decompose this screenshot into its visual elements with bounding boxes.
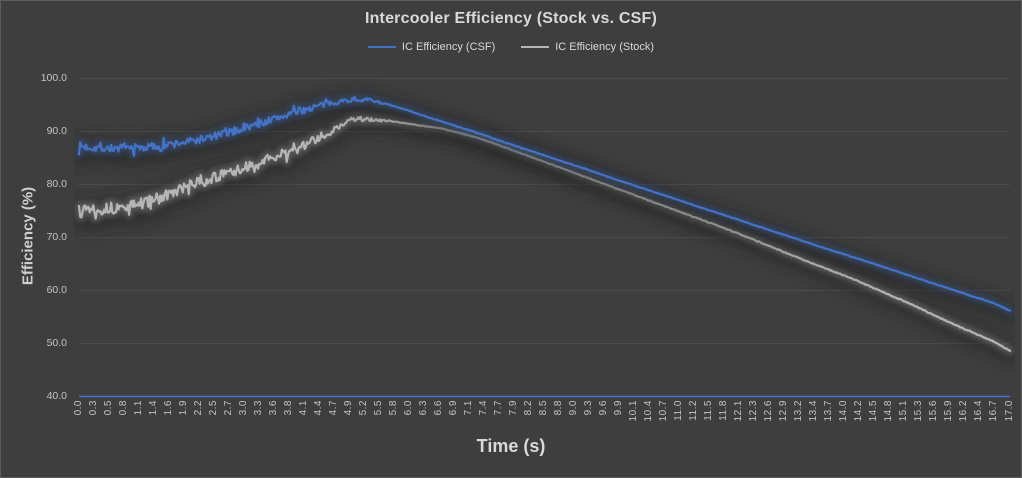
x-tick-label: 4.9 — [342, 400, 354, 416]
x-tick-label: 0.5 — [102, 400, 114, 416]
x-tick-label: 11.0 — [673, 400, 685, 421]
legend: IC Efficiency (CSF) IC Efficiency (Stock… — [1, 41, 1021, 53]
x-tick-label: 9.6 — [598, 400, 610, 416]
y-tick-label: 60.0 — [46, 284, 67, 296]
x-tick-label: 11.8 — [718, 400, 730, 421]
x-tick-label: 7.4 — [477, 400, 489, 416]
y-tick-label: 50.0 — [46, 337, 67, 349]
legend-swatch-csf-line — [367, 46, 396, 48]
x-tick-label: 7.7 — [492, 400, 504, 416]
x-tick-label: 3.0 — [237, 400, 249, 416]
x-tick-label: 4.4 — [312, 400, 324, 416]
x-tick-label: 6.9 — [447, 400, 459, 416]
x-tick-label: 17.0 — [1003, 400, 1015, 422]
x-tick-label: 1.6 — [162, 400, 174, 416]
x-tick-label: 6.3 — [417, 400, 429, 416]
x-tick-label: 8.5 — [538, 400, 549, 416]
legend-item-csf[interactable]: IC Efficiency (CSF) — [367, 41, 496, 53]
x-tick-label: 6.0 — [402, 400, 414, 416]
y-tick-label: 40.0 — [46, 390, 67, 402]
x-tick-label: 12.9 — [778, 400, 790, 422]
y-tick-label: 70.0 — [46, 231, 67, 243]
x-tick-label: 2.5 — [207, 400, 219, 416]
x-tick-label: 12.1 — [733, 400, 745, 422]
x-tick-label: 5.8 — [387, 400, 399, 416]
x-tick-label: 4.7 — [327, 400, 339, 416]
x-tick-label: 14.5 — [868, 400, 880, 422]
y-tick-label: 80.0 — [46, 178, 67, 190]
x-tick-label: 10.4 — [643, 400, 655, 422]
x-tick-label: 10.1 — [628, 400, 640, 422]
y-tick-label: 90.0 — [46, 125, 67, 137]
series-glow — [75, 93, 1014, 315]
x-tick-label: 11.5 — [703, 400, 715, 421]
x-tick-label: 8.2 — [522, 400, 534, 416]
x-tick-label: 15.1 — [898, 400, 910, 422]
chart-title: Intercooler Efficiency (Stock vs. CSF) — [364, 10, 658, 27]
x-tick-label: 13.7 — [823, 400, 835, 422]
x-tick-label: 8.8 — [553, 400, 565, 416]
x-tick-label: 1.4 — [147, 400, 159, 416]
x-tick-label: 9.0 — [568, 400, 580, 416]
x-axis-title: Time (s) — [476, 436, 546, 456]
legend-label-csf: IC Efficiency (CSF) — [401, 41, 496, 53]
x-tick-label: 13.2 — [793, 400, 805, 422]
x-tick-label: 15.6 — [928, 400, 940, 422]
x-tick-label: 6.6 — [432, 400, 444, 416]
legend-swatch-stock-line — [521, 46, 550, 48]
x-tick-label: 3.3 — [252, 400, 264, 416]
legend-item-stock[interactable]: IC Efficiency (Stock) — [521, 41, 654, 53]
x-tick-label: 16.2 — [958, 400, 970, 422]
x-tick-label: 5.5 — [372, 400, 384, 416]
x-tick-label: 1.1 — [132, 400, 144, 416]
x-tick-label: 0.8 — [117, 400, 129, 416]
x-tick-label: 14.0 — [838, 400, 850, 422]
y-tick-label: 100.0 — [40, 72, 67, 84]
x-tick-label: 1.9 — [177, 400, 189, 416]
x-tick-label: 16.7 — [988, 400, 1000, 422]
x-tick-label: 3.6 — [267, 400, 279, 416]
x-tick-label: 2.2 — [192, 400, 204, 416]
x-tick-label: 12.6 — [763, 400, 775, 422]
x-tick-label: 15.3 — [913, 400, 925, 422]
x-tick-label: 13.4 — [808, 400, 820, 422]
x-tick-label: 16.4 — [973, 400, 985, 422]
x-tick-label: 12.3 — [748, 400, 760, 422]
x-tick-label: 10.7 — [658, 400, 670, 422]
x-tick-label: 5.2 — [357, 400, 369, 416]
x-tick-label: 4.1 — [297, 400, 309, 416]
x-tick-label: 9.3 — [583, 400, 595, 416]
x-tick-label: 0.0 — [72, 400, 84, 416]
x-tick-label: 7.9 — [507, 400, 519, 416]
x-tick-label: 0.3 — [87, 400, 99, 416]
x-tick-label: 3.8 — [282, 400, 294, 416]
x-tick-label: 11.2 — [688, 400, 700, 421]
x-tick-label: 14.2 — [853, 400, 865, 422]
x-tick-label: 15.9 — [943, 400, 955, 422]
x-tick-label: 7.1 — [462, 400, 474, 416]
legend-label-stock: IC Efficiency (Stock) — [555, 41, 655, 53]
x-tick-label: 9.9 — [613, 400, 625, 416]
x-tick-label: 2.7 — [222, 400, 234, 416]
series-line-csf[interactable] — [77, 95, 1012, 312]
x-tick-label: 14.8 — [883, 400, 895, 422]
